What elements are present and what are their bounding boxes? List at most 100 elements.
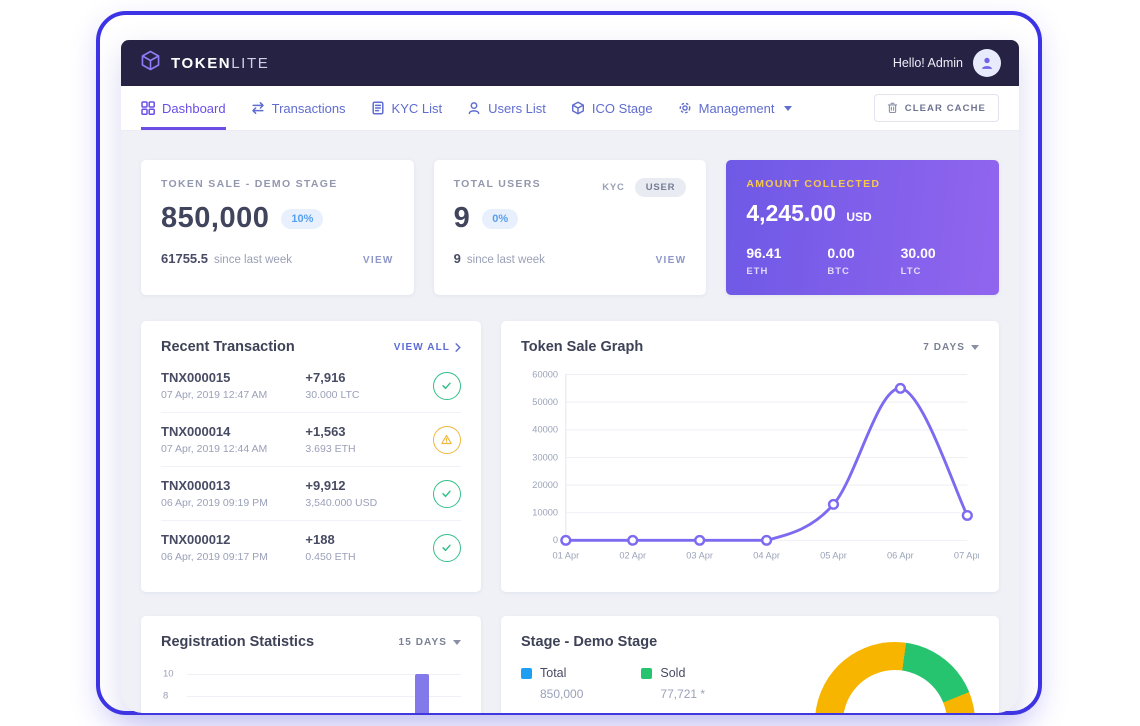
token-sale-graph-card: Token Sale Graph 7 DAYS 0 10000 20000 30000… — [501, 321, 999, 592]
middle-row: Recent Transaction VIEW ALL TNX000015 07 … — [141, 321, 999, 592]
legend-item-total: Total 850,000 — [521, 666, 583, 701]
total-users-value: 9 — [453, 202, 471, 234]
svg-text:20000: 20000 — [532, 480, 558, 490]
toggle-user[interactable]: USER — [634, 178, 687, 197]
top-header: TOKENLITE Hello! Admin — [121, 40, 1019, 86]
transaction-id: TNX000015 — [161, 370, 231, 385]
amount-collected-title: AMOUNT COLLECTED — [746, 178, 881, 190]
svg-text:40000: 40000 — [532, 425, 558, 435]
trash-icon — [887, 102, 897, 114]
transaction-date: 06 Apr, 2019 09:19 PM — [161, 497, 268, 509]
recent-transactions-card: Recent Transaction VIEW ALL TNX000015 07 … — [141, 321, 481, 592]
transaction-id: TNX000014 — [161, 424, 231, 439]
amount-collected-unit: USD — [846, 210, 872, 224]
user-box: Hello! Admin — [893, 49, 1001, 77]
legend-label: Sold — [660, 666, 686, 680]
svg-text:50000: 50000 — [532, 397, 558, 407]
clear-cache-button[interactable]: CLEAR CACHE — [873, 94, 999, 122]
amount-breakdown: 96.41 ETH 0.00 BTC 30.00 LTC — [746, 245, 979, 277]
token-sale-view-link[interactable]: VIEW — [362, 255, 394, 266]
token-sale-badge: 10% — [281, 208, 324, 229]
transactions-list: TNX000015 07 Apr, 2019 12:47 AM +7,916 30.… — [161, 359, 461, 574]
svg-text:05 Apr: 05 Apr — [820, 551, 847, 561]
nav-item-dashboard[interactable]: Dashboard — [141, 86, 226, 130]
legend-value: 77,721 * — [660, 687, 706, 701]
stage-demo-title: Stage - Demo Stage — [521, 634, 658, 650]
legend-value: 850,000 — [540, 687, 584, 701]
total-users-title: TOTAL USERS — [453, 178, 541, 190]
chevron-down-icon — [453, 639, 461, 645]
greeting-text: Hello! Admin — [892, 56, 963, 70]
stats-row: TOKEN SALE - DEMO STAGE 850,000 10% 6175… — [141, 160, 999, 295]
nav-label: Management — [698, 100, 775, 116]
nav-item-management[interactable]: Management — [678, 86, 792, 130]
registration-bar-chart: 10 8 — [161, 666, 461, 713]
nav-item-ico-stage[interactable]: ICO Stage — [571, 86, 653, 130]
transactions-arrows-icon — [251, 102, 264, 114]
transaction-status-icon — [432, 479, 461, 508]
dashboard-grid-icon — [141, 101, 155, 115]
transaction-currency-amount: 30.000 LTC — [305, 389, 360, 401]
transaction-status-icon — [432, 371, 461, 400]
chevron-right-icon — [455, 342, 461, 352]
transaction-row[interactable]: TNX000013 06 Apr, 2019 09:19 PM +9,912 3,5… — [161, 467, 461, 521]
token-sale-title: TOKEN SALE - DEMO STAGE — [161, 178, 338, 190]
svg-text:30000: 30000 — [532, 452, 558, 462]
legend-swatch-total — [521, 667, 532, 679]
svg-text:10000: 10000 — [532, 508, 558, 518]
token-sale-graph-title: Token Sale Graph — [521, 339, 644, 355]
total-users-delta-caption: since last week — [466, 254, 545, 266]
y-tick-label: 10 — [163, 668, 174, 680]
token-sale-line-chart: 0 10000 20000 30000 40000 50000 60000 01 Apr 02 … — [532, 369, 979, 561]
breakdown-ltc: 30.00 LTC — [900, 245, 936, 277]
nav-item-kyc-list[interactable]: KYC List — [371, 86, 443, 130]
total-users-view-link[interactable]: VIEW — [655, 255, 687, 266]
brand-logo[interactable]: TOKENLITE — [139, 49, 269, 77]
tokenlite-cube-icon — [139, 49, 162, 77]
nav-item-users-list[interactable]: Users List — [467, 86, 546, 130]
svg-text:04 Apr: 04 Apr — [753, 551, 780, 561]
token-sale-delta: 61755.5 — [161, 251, 208, 266]
transaction-row[interactable]: TNX000015 07 Apr, 2019 12:47 AM +7,916 30.… — [161, 359, 461, 413]
transaction-row[interactable]: TNX000014 07 Apr, 2019 12:44 AM +1,563 3.6… — [161, 413, 461, 467]
nav-item-transactions[interactable]: Transactions — [251, 86, 346, 130]
svg-text:03 Apr: 03 Apr — [686, 551, 713, 561]
nav-label: Transactions — [271, 100, 346, 116]
svg-text:02 Apr: 02 Apr — [619, 551, 646, 561]
legend-item-sold: Sold 77,721 * — [641, 666, 705, 701]
amount-collected-card: AMOUNT COLLECTED 4,245.00 USD 96.41 ETH — [726, 160, 999, 295]
transaction-amount: +7,916 — [305, 370, 346, 385]
nav-label: KYC List — [391, 100, 443, 116]
toggle-kyc[interactable]: KYC — [602, 182, 625, 193]
dashboard-content: TOKEN SALE - DEMO STAGE 850,000 10% 6175… — [121, 130, 1019, 713]
gear-icon — [679, 102, 691, 114]
stage-donut-chart — [815, 642, 975, 713]
transaction-id: TNX000013 — [161, 478, 231, 493]
user-avatar[interactable] — [973, 49, 1001, 77]
range-dropdown-7days[interactable]: 7 DAYS — [923, 342, 979, 353]
recent-transactions-title: Recent Transaction — [161, 339, 295, 355]
stage-legend: Total 850,000 Sold 77,721 * — [521, 666, 979, 701]
svg-text:60000: 60000 — [532, 369, 558, 379]
chevron-down-icon — [783, 105, 792, 111]
nav-label: Dashboard — [162, 100, 226, 116]
range-dropdown-15days[interactable]: 15 DAYS — [399, 637, 461, 648]
window-frame: TOKENLITE Hello! Admin Dashboard Tran — [96, 11, 1042, 715]
stage-demo-card: Stage - Demo Stage Total 850,000 — [501, 616, 999, 713]
legend-label: Total — [540, 666, 567, 680]
transaction-currency-amount: 3.693 ETH — [305, 443, 356, 455]
registration-bar — [415, 674, 429, 713]
transaction-amount: +1,563 — [305, 424, 346, 439]
y-tick-label: 8 — [163, 690, 169, 702]
svg-text:01 Apr: 01 Apr — [552, 551, 579, 561]
bottom-row: Registration Statistics 15 DAYS 10 8 — [141, 616, 999, 713]
token-sale-delta-caption: since last week — [214, 254, 292, 266]
transaction-row[interactable]: TNX000012 06 Apr, 2019 09:17 PM +188 0.450… — [161, 521, 461, 574]
token-sale-value: 850,000 — [161, 202, 270, 234]
transaction-currency-amount: 3,540.000 USD — [305, 497, 378, 509]
breakdown-eth: 96.41 ETH — [746, 245, 782, 277]
view-all-link[interactable]: VIEW ALL — [394, 342, 461, 353]
transaction-date: 07 Apr, 2019 12:47 AM — [161, 389, 268, 401]
nav-label: Users List — [488, 100, 546, 116]
